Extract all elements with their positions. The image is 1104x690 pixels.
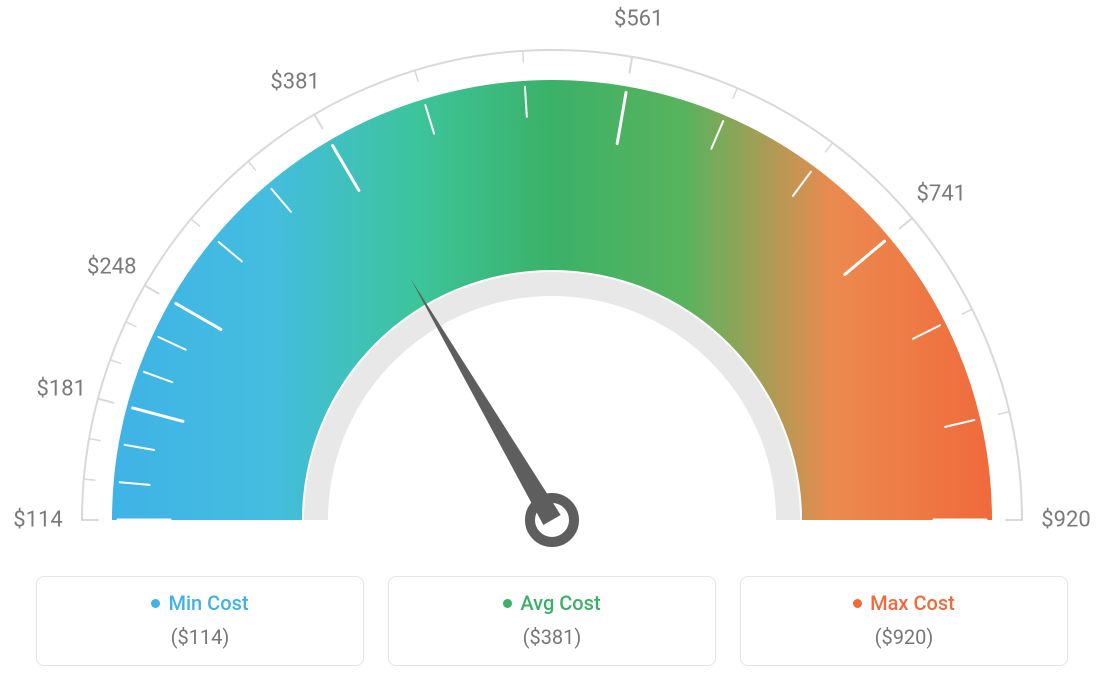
legend-label: Max Cost [870, 591, 955, 615]
legend-value-max: ($920) [751, 625, 1057, 649]
legend-row: Min Cost ($114) Avg Cost ($381) Max Cost… [0, 576, 1104, 666]
legend-title-avg: Avg Cost [503, 591, 600, 615]
legend-card-avg: Avg Cost ($381) [388, 576, 716, 666]
gauge-tick-label: $114 [13, 508, 62, 533]
gauge-tick-label: $381 [270, 69, 319, 94]
dot-icon [853, 599, 862, 608]
legend-title-max: Max Cost [853, 591, 955, 615]
dot-icon [151, 599, 160, 608]
gauge-svg [0, 0, 1104, 560]
legend-card-min: Min Cost ($114) [36, 576, 364, 666]
legend-label: Avg Cost [520, 591, 600, 615]
gauge-tick-label: $248 [87, 254, 136, 279]
legend-title-min: Min Cost [151, 591, 248, 615]
gauge-tick-label: $741 [917, 181, 966, 206]
legend-value-min: ($114) [47, 625, 353, 649]
gauge-tick-label: $181 [36, 376, 85, 401]
dot-icon [503, 599, 512, 608]
legend-label: Min Cost [168, 591, 248, 615]
gauge-tick-label: $920 [1041, 508, 1090, 533]
legend-card-max: Max Cost ($920) [740, 576, 1068, 666]
gauge-tick-label: $561 [614, 7, 663, 32]
legend-value-avg: ($381) [399, 625, 705, 649]
cost-gauge: $114 $181 $248 $381 $561 $741 $920 [0, 0, 1104, 560]
